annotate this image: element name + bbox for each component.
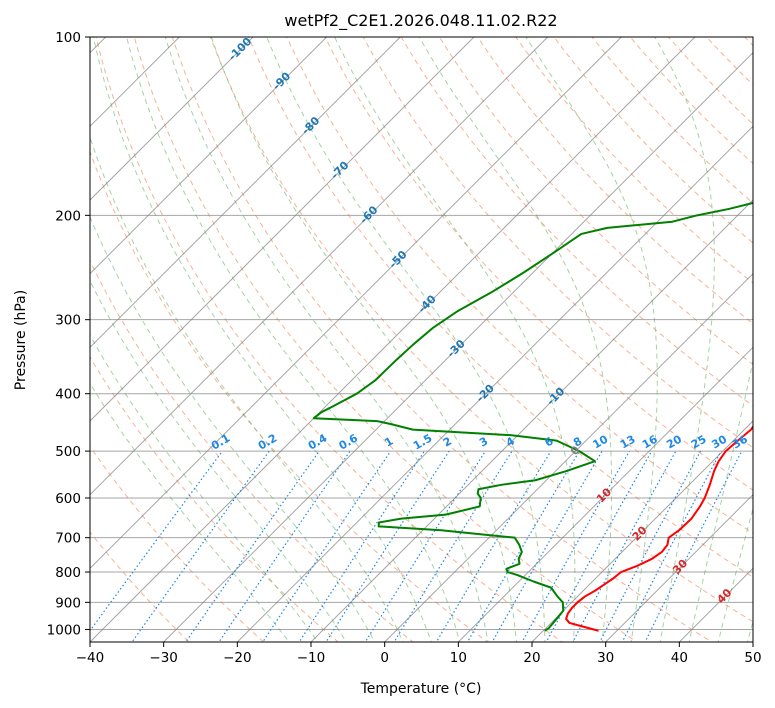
isotherm-gridline — [90, 37, 622, 570]
x-tick-label: 30 — [597, 650, 614, 666]
y-tick-label: 300 — [55, 313, 81, 329]
y-tick-label: 900 — [55, 595, 81, 611]
plot-frame — [89, 36, 754, 643]
grid-layer — [90, 37, 753, 642]
isotherm-gridline — [531, 420, 753, 642]
isotherm-gridline — [90, 37, 549, 496]
moist-adiabat-line — [654, 37, 715, 642]
x-tick-label: −30 — [149, 650, 178, 666]
isotherm-gridline — [90, 37, 475, 422]
mixing-ratio-line — [435, 450, 552, 642]
mixing-ratio-line — [599, 450, 702, 642]
isotherm-gridline — [90, 37, 696, 642]
x-axis: −40 −30 −20 −10 0 10 20 30 40 50 — [76, 642, 762, 666]
chart-title: wetPf2_C2E1.2026.048.11.02.R22 — [284, 11, 557, 31]
mixing-ratio-line — [491, 450, 603, 642]
y-axis-label: Pressure (hPa) — [13, 290, 29, 390]
isotherm-gridline — [90, 37, 401, 349]
dewpoint-profile-line — [312, 201, 753, 632]
x-tick-label: −40 — [76, 650, 105, 666]
moist-adiabat-line — [210, 37, 517, 642]
x-tick-label: 0 — [380, 650, 389, 666]
plot-background — [90, 37, 753, 642]
dry-adiabat-line — [476, 37, 753, 325]
isotherm-gridline — [310, 199, 753, 642]
mixing-ratio-line — [298, 450, 425, 642]
mixing-ratio-line — [90, 450, 223, 632]
mixing-ratio-line — [572, 450, 677, 642]
mixing-ratio-line — [545, 450, 653, 642]
y-tick-label: 100 — [55, 30, 81, 46]
y-tick-label: 500 — [55, 444, 81, 460]
isotherm-gridline — [605, 493, 753, 642]
x-tick-label: −10 — [297, 650, 326, 666]
mixing-ratio-line — [325, 450, 450, 642]
dry-adiabat-line — [90, 445, 265, 642]
y-axis: 100 200 300 400 500 600 700 800 900 1000 — [47, 30, 90, 638]
dry-adiabat-line — [362, 37, 753, 449]
moist-adiabat-line — [92, 37, 432, 642]
y-tick-label: 800 — [55, 565, 81, 581]
mixing-ratio-line — [466, 450, 580, 642]
dry-adiabat-line — [95, 37, 564, 642]
isotherm-gridline — [163, 51, 753, 642]
mixing-ratio-line — [521, 450, 631, 642]
x-tick-label: −20 — [223, 650, 252, 666]
temperature-profile-line — [565, 424, 753, 632]
dry-adiabat-line — [90, 356, 339, 642]
x-tick-label: 10 — [450, 650, 467, 666]
x-tick-label: 40 — [671, 650, 688, 666]
dry-adiabat-line — [90, 259, 414, 642]
isotherm-gridline — [236, 125, 753, 642]
y-tick-label: 700 — [55, 531, 81, 547]
isotherm-gridline — [90, 37, 328, 275]
mixing-ratio-line — [218, 450, 351, 642]
x-axis-label: Temperature (°C) — [360, 681, 482, 697]
mixing-ratio-line — [262, 450, 392, 642]
isotherm-gridline — [90, 37, 254, 201]
dry-adiabat-line — [133, 37, 638, 642]
mixing-ratio-line — [393, 450, 513, 642]
x-tick-label: 20 — [523, 650, 540, 666]
y-tick-label: 200 — [55, 208, 81, 224]
y-tick-label: 600 — [55, 491, 81, 507]
y-tick-label: 1000 — [47, 622, 81, 638]
mixing-ratio-line — [364, 450, 486, 642]
isotherm-gridline — [384, 272, 753, 642]
dry-adiabat-line — [248, 37, 753, 578]
isotherm-gridline — [457, 346, 753, 642]
x-tick-label: 50 — [744, 650, 761, 666]
dry-adiabat-line — [209, 37, 753, 623]
y-tick-label: 400 — [55, 387, 81, 403]
mixing-ratio-line — [131, 450, 270, 642]
dry-adiabat-line — [438, 37, 753, 366]
series-layer — [312, 201, 753, 632]
dry-adiabat-line — [171, 37, 713, 642]
